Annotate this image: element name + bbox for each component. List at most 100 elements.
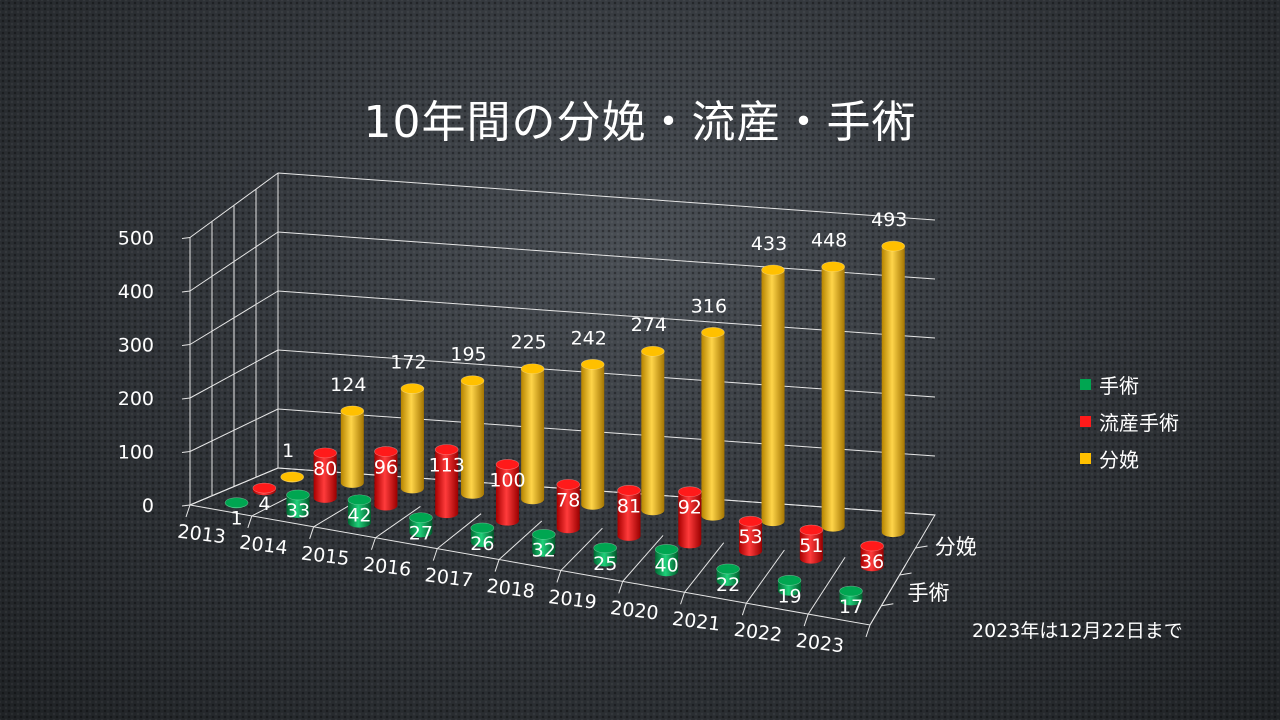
bar-分娩-2017 — [520, 363, 545, 505]
bar-cap — [224, 497, 249, 508]
bar-body — [495, 464, 519, 526]
bar-手術-2022 — [777, 574, 802, 596]
y-tick-label: 100 — [118, 442, 154, 464]
bar-cap — [839, 585, 863, 597]
data-label: 33 — [286, 500, 310, 522]
depth-tick-mark — [915, 545, 928, 549]
data-label: 1 — [231, 508, 243, 530]
data-label: 242 — [571, 327, 607, 349]
bar-手術-2023 — [839, 585, 863, 606]
floor-divider — [189, 484, 239, 506]
bar-流産手術-2020 — [677, 486, 702, 549]
bar-body — [739, 521, 763, 557]
bar-cap — [400, 383, 425, 394]
data-label: 53 — [738, 526, 762, 548]
bar-body — [799, 529, 823, 564]
bar-body — [400, 388, 424, 494]
y-tick-label: 300 — [118, 335, 154, 357]
bar-cap — [374, 446, 398, 457]
data-label: 195 — [450, 344, 486, 366]
data-label: 51 — [799, 535, 823, 557]
bar-body — [435, 449, 459, 519]
bar-body — [881, 246, 905, 538]
floor-divider — [498, 520, 543, 560]
chart-floor — [185, 467, 936, 638]
bar-cap — [881, 240, 906, 252]
bar-流産手術-2023 — [860, 540, 884, 572]
bar-流産手術-2019 — [617, 484, 641, 541]
depth-tick-mark — [881, 603, 894, 607]
y-tick-label: 500 — [118, 228, 154, 250]
x-category-label: 2014 — [238, 532, 289, 560]
bar-手術-2021 — [716, 563, 740, 586]
bar-body — [461, 380, 485, 499]
bar-分娩-2014 — [340, 405, 365, 488]
data-label: 96 — [374, 456, 398, 478]
data-label: 433 — [751, 233, 787, 255]
y-tick-label: 0 — [142, 495, 154, 517]
chart-bars — [224, 240, 906, 606]
depth-axis-label: 分娩 — [935, 535, 977, 559]
x-tick-mark — [865, 624, 871, 638]
x-tick-mark — [680, 592, 686, 605]
data-label: 113 — [429, 455, 465, 477]
bar-body — [593, 547, 617, 567]
bar-手術-2017 — [470, 522, 495, 548]
bar-cap — [738, 515, 763, 527]
data-label: 81 — [617, 495, 641, 517]
bar-body — [581, 364, 605, 510]
bar-body — [340, 410, 364, 488]
bar-cap — [286, 489, 310, 501]
floor-divider — [436, 513, 482, 550]
x-category-label: 2015 — [300, 542, 351, 570]
bar-分娩-2015 — [400, 383, 425, 494]
x-category-label: 2020 — [609, 597, 660, 625]
bar-cap — [716, 563, 740, 575]
x-category-label: 2016 — [362, 553, 413, 581]
x-category-label: 2022 — [733, 619, 784, 647]
data-label: 92 — [678, 497, 702, 519]
data-label: 26 — [470, 533, 494, 555]
legend-swatch-delivery — [1080, 453, 1091, 464]
data-label: 124 — [330, 374, 366, 396]
bar-cap — [821, 261, 845, 273]
bar-流産手術-2016 — [434, 444, 459, 519]
bar-cap — [280, 471, 305, 483]
bar-body — [821, 266, 845, 532]
y-tick-label: 200 — [118, 388, 154, 410]
bar-cap — [434, 444, 459, 455]
y-tick-mark — [181, 344, 191, 346]
floor-divider — [869, 564, 907, 626]
data-label: 17 — [839, 596, 863, 618]
bar-cap — [531, 529, 556, 540]
data-label: 42 — [347, 505, 371, 527]
bar-cap — [799, 524, 824, 536]
footnote: 2023年は12月22日まで — [972, 620, 1183, 642]
legend: 手術 流産手術 分娩 — [1080, 366, 1179, 477]
data-label: 172 — [390, 352, 426, 374]
x-category-label: 2019 — [547, 586, 598, 614]
data-label: 19 — [777, 585, 801, 607]
bar-分娩-2021 — [761, 264, 785, 527]
x-tick-mark — [309, 526, 315, 539]
legend-item-miscarriage-surgery: 流産手術 — [1080, 403, 1179, 440]
bar-流産手術-2015 — [374, 446, 398, 511]
bar-cap — [470, 522, 495, 534]
legend-label-surgery: 手術 — [1099, 374, 1139, 398]
bar-cap — [580, 359, 605, 370]
bar-body — [470, 527, 494, 548]
x-category-label: 2021 — [671, 608, 722, 636]
data-label: 1 — [282, 440, 294, 462]
y-tick-mark — [181, 290, 191, 293]
bar-body — [641, 351, 665, 516]
data-label: 78 — [556, 489, 580, 511]
bar-分娩-2013 — [280, 471, 305, 483]
legend-swatch-surgery — [1080, 379, 1091, 390]
bar-body — [374, 451, 398, 511]
bar-body — [860, 545, 884, 572]
bar-cap — [701, 327, 725, 338]
bar-手術-2016 — [409, 512, 433, 538]
bar-cap — [252, 482, 277, 494]
bar-cap — [409, 512, 433, 523]
bar-分娩-2020 — [701, 327, 725, 521]
